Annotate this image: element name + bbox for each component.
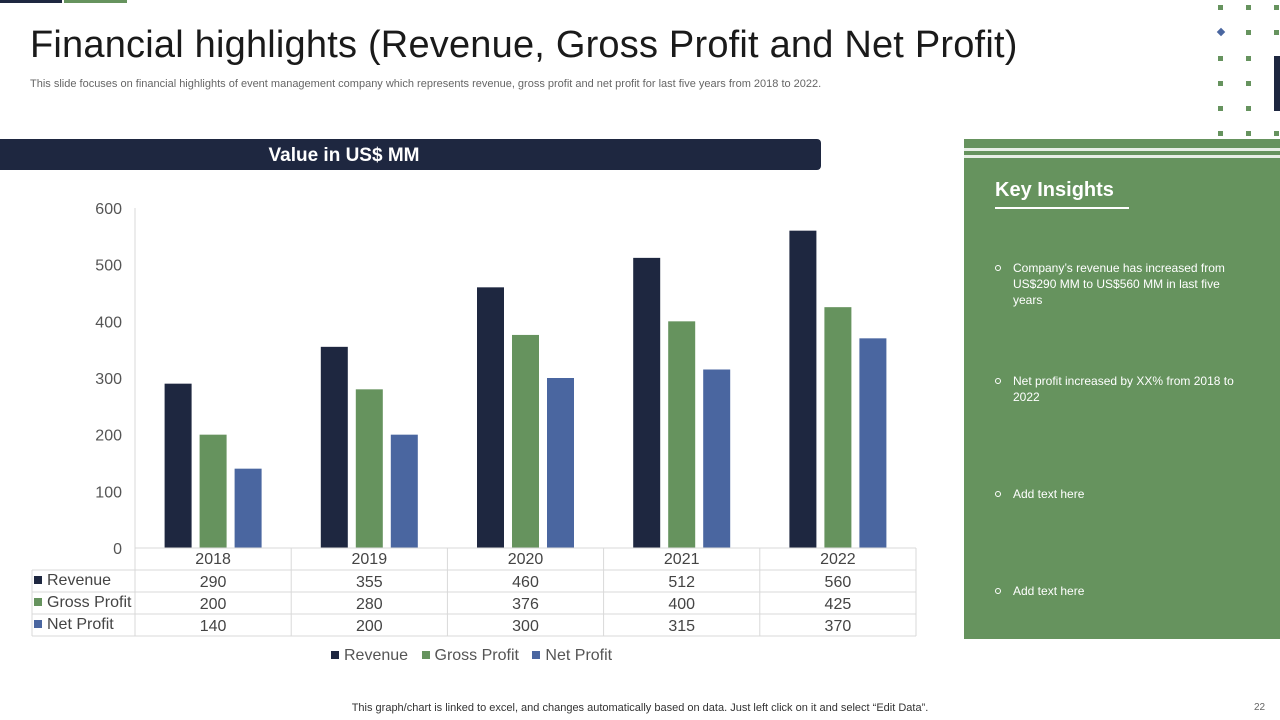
revenue-swatch [34,576,42,584]
bar-gross-profit-2020 [512,334,539,548]
insight-item: Add text here [995,583,1235,599]
bar-revenue-2022 [789,230,817,548]
net-profit-swatch [34,620,42,628]
table-value-gross-profit: 400 [668,596,695,613]
legend-item-net-profit: Net Profit [532,647,612,665]
y-tick-label: 600 [95,201,122,218]
value-banner-label: Value in US$ MM [268,145,420,166]
bar-gross-profit-2022 [824,307,852,548]
y-tick-label: 300 [95,371,122,388]
table-value-gross-profit: 376 [512,596,539,613]
table-value-revenue: 512 [668,574,695,591]
legend-item-gross-profit: Gross Profit [421,647,519,665]
bar-revenue-2020 [477,287,504,548]
insight-item: Add text here [995,486,1235,502]
decorative-dark-strip [1274,56,1280,111]
bar-revenue-2019 [320,346,348,548]
slide-title: Financial highlights (Revenue, Gross Pro… [30,24,1018,66]
y-tick-label: 200 [95,428,122,445]
slide-subtitle: This slide focuses on financial highligh… [30,78,822,90]
bar-net-profit-2019 [390,434,418,548]
circle-bullet-icon [995,265,1001,271]
table-value-net-profit: 315 [668,618,695,635]
diamond-icon [1216,27,1226,37]
bar-net-profit-2022 [859,338,887,548]
bar-revenue-2018 [164,383,192,548]
footer-note: This graph/chart is linked to excel, and… [351,702,929,714]
bar-gross-profit-2019 [355,389,383,548]
x-category-label: 2019 [352,551,388,568]
chart-legend: Revenue Gross Profit Net Profit [331,647,621,665]
bar-chart[interactable]: 0 100 200 300 400 500 600 2018 2019 2020 2021 2022 2… [0,190,940,645]
table-value-revenue: 290 [200,574,227,591]
gross-profit-swatch [34,598,42,606]
circle-bullet-icon [995,378,1001,384]
y-tick-label: 100 [95,484,122,501]
y-tick-label: 500 [95,258,122,275]
table-value-gross-profit: 200 [200,596,227,613]
key-insights-title: Key Insights [995,179,1114,201]
x-category-label: 2018 [195,551,231,568]
table-value-net-profit: 300 [512,618,539,635]
legend-item-revenue: Revenue [331,647,408,665]
bar-net-profit-2021 [703,369,731,548]
table-value-net-profit: 200 [356,618,383,635]
bar-revenue-2021 [633,257,661,548]
table-value-revenue: 460 [512,574,539,591]
table-row-label-revenue: Revenue [34,572,111,590]
table-value-revenue: 560 [825,574,852,591]
x-category-label: 2022 [820,551,856,568]
table-value-net-profit: 140 [200,618,227,635]
bar-net-profit-2020 [547,378,574,548]
value-banner: Value in US$ MM [0,139,821,170]
insight-item: Net profit increased by XX% from 2018 to… [995,373,1235,405]
insight-item: Company’s revenue has increased from US$… [995,260,1235,308]
panel-stripe [964,155,1280,158]
y-tick-label: 0 [113,541,122,558]
panel-stripe [964,148,1280,151]
top-accent-dark [0,0,62,3]
bar-net-profit-2018 [234,468,262,548]
table-value-gross-profit: 280 [356,596,383,613]
table-value-net-profit: 370 [825,618,852,635]
circle-bullet-icon [995,491,1001,497]
circle-bullet-icon [995,588,1001,594]
table-value-revenue: 355 [356,574,383,591]
bar-gross-profit-2018 [199,434,227,548]
table-row-label-net-profit: Net Profit [34,616,114,634]
bar-gross-profit-2021 [668,321,696,548]
key-insights-panel: Key Insights Company’s revenue has incre… [964,139,1280,639]
page-number: 22 [1254,702,1266,713]
x-category-label: 2021 [664,551,700,568]
table-value-gross-profit: 425 [825,596,852,613]
decorative-dot-grid [1212,0,1280,140]
y-tick-label: 400 [95,314,122,331]
x-category-label: 2020 [508,551,544,568]
top-accent-green [64,0,127,3]
title-underline [995,207,1129,209]
table-row-label-gross-profit: Gross Profit [34,594,131,612]
